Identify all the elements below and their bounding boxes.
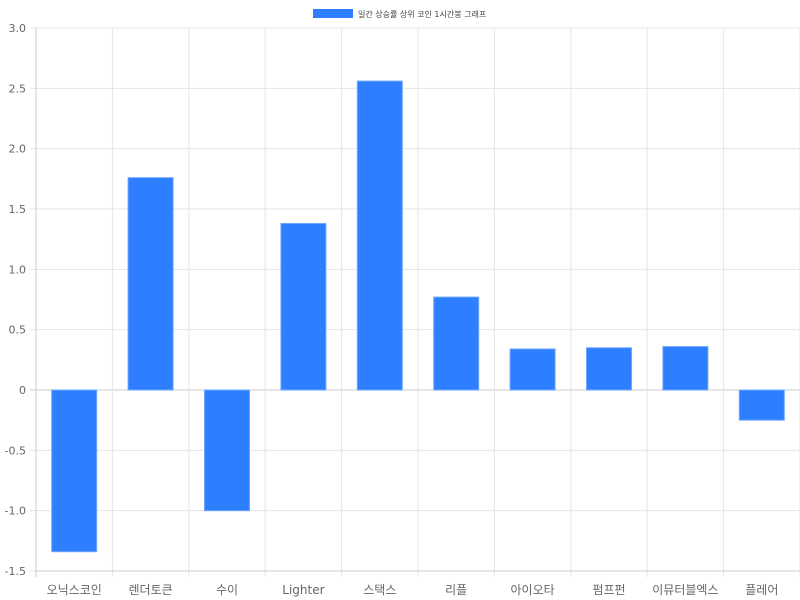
bar[interactable] bbox=[586, 347, 632, 391]
x-tick-label: 오닉스코인 bbox=[47, 583, 102, 597]
bar[interactable] bbox=[127, 177, 174, 391]
legend[interactable]: 일간 상승률 상위 코인 1시간봉 그래프 bbox=[313, 9, 486, 19]
legend-swatch bbox=[313, 9, 353, 18]
bar[interactable] bbox=[662, 346, 709, 391]
x-tick-label: 렌더토큰 bbox=[129, 583, 173, 597]
x-tick-label: 펌프펀 bbox=[592, 583, 625, 597]
x-tick-label: 수이 bbox=[216, 583, 238, 597]
x-axis: 오닉스코인 렌더토큰 수이 Lighter 스택스 리플 아이오타 펌프펀 이뮤터블엑스 플레어 bbox=[47, 583, 779, 597]
bar[interactable] bbox=[738, 389, 785, 421]
bar[interactable] bbox=[509, 348, 556, 391]
y-tick-label: -1.5 bbox=[5, 565, 26, 578]
y-tick-label: 2.0 bbox=[9, 143, 27, 156]
bar[interactable] bbox=[51, 389, 98, 553]
bar[interactable] bbox=[433, 296, 480, 391]
legend-label: 일간 상승률 상위 코인 1시간봉 그래프 bbox=[358, 9, 486, 19]
x-tick-label: 리플 bbox=[445, 583, 467, 597]
y-axis: 3.0 2.5 2.0 1.5 1.0 0.5 0 -0.5 -1.0 -1.5 bbox=[5, 22, 26, 578]
bar[interactable] bbox=[356, 80, 403, 391]
y-tick-label: 1.0 bbox=[9, 263, 27, 276]
y-tick-label: 0.5 bbox=[9, 324, 27, 337]
y-tick-label: 2.5 bbox=[9, 82, 27, 95]
y-tick-label: 3.0 bbox=[9, 22, 27, 35]
x-tick-label: 스택스 bbox=[363, 583, 396, 597]
bar[interactable] bbox=[280, 222, 327, 391]
y-tick-label: -1.0 bbox=[5, 505, 26, 518]
y-tick-label: -0.5 bbox=[5, 444, 26, 457]
bar[interactable] bbox=[204, 389, 250, 512]
x-tick-label: 이뮤터블엑스 bbox=[652, 583, 718, 597]
x-tick-label: 아이오타 bbox=[511, 583, 555, 597]
x-tick-label: 플레어 bbox=[745, 583, 778, 597]
y-tick-label: 0 bbox=[19, 384, 26, 397]
bars bbox=[51, 80, 785, 553]
x-tick-label: Lighter bbox=[282, 583, 324, 597]
y-tick-label: 1.5 bbox=[9, 203, 27, 216]
